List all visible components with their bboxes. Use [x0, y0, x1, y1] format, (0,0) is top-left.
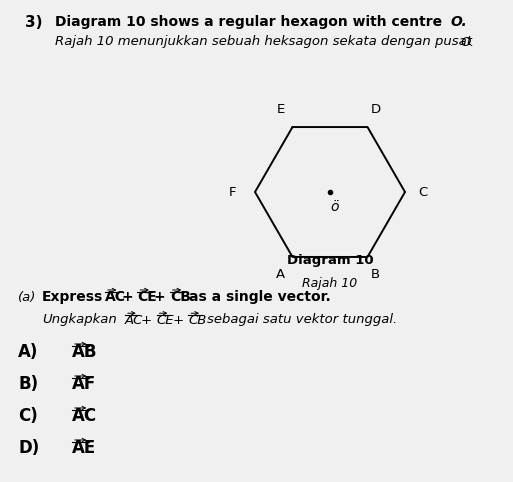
Text: A): A) — [18, 343, 38, 361]
Text: Diagram 10: Diagram 10 — [287, 254, 373, 267]
Text: C): C) — [18, 407, 38, 425]
Text: AC: AC — [105, 290, 126, 304]
Text: AF: AF — [72, 375, 96, 393]
Text: Diagram 10 shows a regular hexagon with centre: Diagram 10 shows a regular hexagon with … — [55, 15, 447, 29]
Text: +: + — [154, 290, 165, 304]
Text: Rajah 10 menunjukkan sebuah heksagon sekata dengan pusat: Rajah 10 menunjukkan sebuah heksagon sek… — [55, 36, 476, 49]
Text: +: + — [122, 290, 133, 304]
Text: D: D — [370, 103, 381, 116]
Text: +: + — [172, 313, 184, 326]
Text: AB: AB — [72, 343, 97, 361]
Text: Express: Express — [42, 290, 103, 304]
Text: ö: ö — [331, 200, 339, 214]
Text: CE: CE — [156, 313, 174, 326]
Text: AC: AC — [72, 407, 97, 425]
Text: sebagai satu vektor tunggal.: sebagai satu vektor tunggal. — [207, 313, 397, 326]
Text: CE: CE — [137, 290, 157, 304]
Text: B): B) — [18, 375, 38, 393]
Text: AE: AE — [72, 439, 96, 457]
Text: as a single vector.: as a single vector. — [189, 290, 331, 304]
Text: C: C — [419, 186, 428, 199]
Text: O.: O. — [450, 15, 467, 29]
Text: F: F — [229, 186, 237, 199]
Text: CB: CB — [170, 290, 191, 304]
Text: CB: CB — [188, 313, 207, 326]
Text: A: A — [276, 268, 285, 281]
Text: Ungkapkan: Ungkapkan — [42, 313, 117, 326]
Text: (a): (a) — [18, 291, 36, 304]
Text: B: B — [371, 268, 380, 281]
Text: D): D) — [18, 439, 40, 457]
Text: AC: AC — [125, 313, 143, 326]
Text: 3): 3) — [25, 14, 43, 29]
Text: +: + — [141, 313, 152, 326]
Text: Rajah 10: Rajah 10 — [302, 278, 358, 291]
Text: E: E — [277, 103, 285, 116]
Text: O.: O. — [460, 36, 474, 49]
